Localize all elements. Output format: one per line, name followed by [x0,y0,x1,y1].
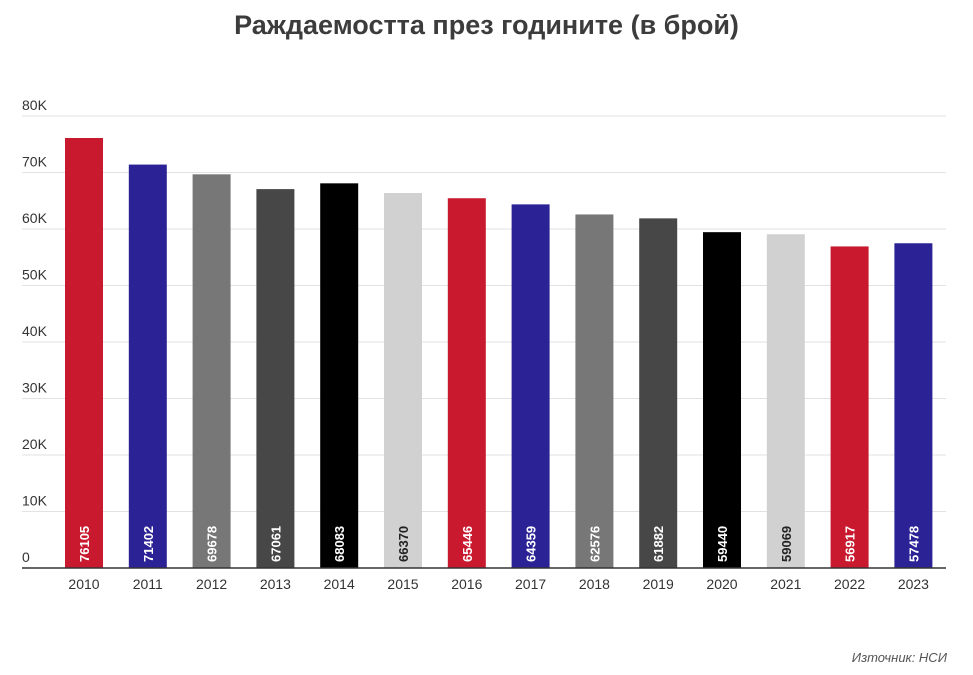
x-tick-label: 2019 [643,576,674,592]
bars [65,138,933,569]
bar [830,246,869,568]
y-tick-label: 10K [22,493,48,509]
bar [766,234,805,569]
bar-value-label: 56917 [843,526,858,562]
x-tick-label: 2015 [387,576,418,592]
bar-value-label: 59069 [779,526,794,562]
bar [384,193,422,568]
x-tick-label: 2016 [451,576,482,592]
x-tick-label: 2018 [579,576,610,592]
y-axis-tick-labels: 0 10K 20K 30K 40K 50K 60K 70K 80K [22,97,48,565]
x-tick-label: 2013 [260,576,291,592]
x-tick-label: 2021 [770,576,801,592]
x-tick-label: 2010 [68,576,99,592]
y-tick-label: 70K [22,154,48,170]
bar-value-label: 71402 [141,526,156,562]
bar [65,138,103,568]
bar-value-label: 65446 [460,526,475,562]
bar [575,214,614,568]
bar [703,232,741,568]
y-tick-label: 30K [22,380,48,396]
x-tick-label: 2017 [515,576,546,592]
x-tick-label: 2020 [706,576,737,592]
x-tick-label: 2011 [133,576,163,592]
bar-value-label: 66370 [396,526,411,562]
bar [256,189,295,568]
bar-value-label: 59440 [715,526,730,562]
bar-value-label: 67061 [268,526,283,562]
bar [128,164,167,568]
x-tick-label: 2022 [834,576,865,592]
bar-chart: 76105 71402 69678 67061 68083 66370 65446 64359… [22,97,946,592]
y-tick-label: 50K [22,267,48,283]
source-note: Източник: НСИ [851,650,947,665]
bar [447,198,486,568]
bar [192,174,231,568]
x-tick-label: 2014 [324,576,355,592]
bar [320,183,359,568]
chart-title: Раждаемостта през годините (в брой) [234,10,739,40]
bar-value-labels: 76105 71402 69678 67061 68083 66370 65446 64359… [77,526,921,562]
y-tick-label: 40K [22,323,48,339]
y-tick-label: 60K [22,210,48,226]
y-tick-label: 80K [22,97,48,113]
x-tick-label: 2012 [196,576,227,592]
x-axis-tick-labels: 2010 2011 2012 2013 2014 2015 2016 2017 2018 2019… [68,576,929,592]
bar [639,218,678,568]
bar [894,243,933,568]
x-tick-label: 2023 [898,576,929,592]
bar-value-label: 64359 [524,526,539,562]
y-tick-label: 0 [22,549,30,565]
bar-value-label: 76105 [77,526,92,562]
y-tick-label: 20K [22,436,48,452]
bar-value-label: 68083 [332,526,347,562]
bar-value-label: 57478 [906,526,921,562]
bar-value-label: 61882 [651,526,666,562]
bar [511,204,550,568]
bar-value-label: 69678 [205,526,220,562]
bar-value-label: 62576 [587,526,602,562]
